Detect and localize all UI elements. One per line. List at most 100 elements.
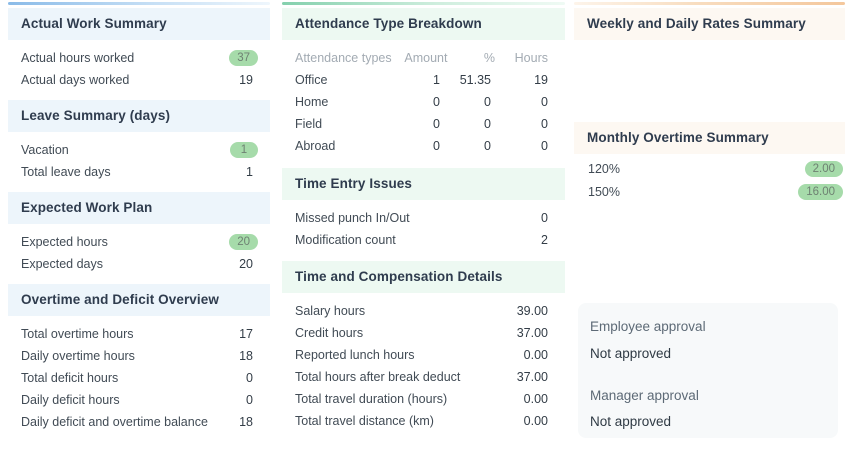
stat-label: Salary hours — [295, 304, 366, 318]
attendance-hours: 0 — [541, 95, 548, 109]
stat-label: 120% — [588, 162, 620, 176]
stat-row: Modification count 2 — [282, 229, 565, 251]
stat-value: 0 — [246, 393, 253, 407]
middle-column: Attendance Type Breakdown Attendance typ… — [282, 0, 565, 432]
stat-label: Total travel distance (km) — [295, 414, 434, 428]
attendance-table-row-field: Field 0 0 0 — [282, 113, 565, 135]
stat-row: Salary hours 39.00 — [282, 300, 565, 322]
stat-row: Total deficit hours 0 — [8, 367, 270, 389]
attendance-amount: 0 — [433, 117, 440, 131]
stat-row: Daily deficit and overtime balance 18 — [8, 411, 270, 433]
overtime-deficit-rows: Total overtime hours 17 Daily overtime h… — [8, 316, 270, 433]
stat-value: 0.00 — [523, 392, 548, 406]
stat-row: Total hours after break deduct 37.00 — [282, 366, 565, 388]
attendance-table-row-home: Home 0 0 0 — [282, 91, 565, 113]
stat-row: Missed punch In/Out 0 — [282, 207, 565, 229]
section-header-actual-work-summary: Actual Work Summary — [8, 8, 270, 40]
section-header-time-entry-issues: Time Entry Issues — [282, 168, 565, 200]
attendance-type: Home — [295, 95, 329, 109]
stat-label: Missed punch In/Out — [295, 211, 410, 225]
stat-label: 150% — [588, 185, 620, 199]
attendance-type: Abroad — [295, 139, 336, 153]
stat-badge: 16.00 — [798, 184, 843, 200]
stat-value: 1 — [246, 165, 253, 179]
stat-label: Expected hours — [21, 235, 108, 249]
stat-label: Total overtime hours — [21, 327, 134, 341]
section-header-overtime-deficit: Overtime and Deficit Overview — [8, 284, 270, 316]
stat-value: 37.00 — [516, 370, 548, 384]
attendance-col-header-hours: Hours — [514, 51, 548, 65]
stat-row: Total leave days 1 — [8, 161, 270, 183]
stat-row: Actual days worked 19 — [8, 69, 270, 91]
stat-row: Expected hours 20 — [8, 231, 270, 253]
stat-label: Actual hours worked — [21, 51, 135, 65]
employee-approval-status: Not approved — [590, 346, 672, 361]
compensation-rows: Salary hours 39.00 Credit hours 37.00 Re… — [282, 293, 565, 432]
time-entry-rows: Missed punch In/Out 0 Modification count… — [282, 200, 565, 261]
right-accent-bar — [574, 2, 845, 5]
stat-value: 0.00 — [523, 348, 548, 362]
section-header-expected-work-plan: Expected Work Plan — [8, 192, 270, 224]
section-header-weekly-daily-rates: Weekly and Daily Rates Summary — [574, 8, 845, 40]
approval-card: Employee approval Not approved Manager a… — [578, 303, 838, 438]
stat-value: 18 — [239, 349, 253, 363]
section-header-monthly-overtime: Monthly Overtime Summary — [574, 122, 845, 154]
stat-row: Total overtime hours 17 — [8, 323, 270, 345]
attendance-amount: 0 — [433, 95, 440, 109]
stat-row: 120% 2.00 — [574, 158, 845, 180]
stat-row: Reported lunch hours 0.00 — [282, 344, 565, 366]
attendance-percent: 0 — [484, 139, 491, 153]
stat-badge: 20 — [229, 234, 258, 250]
expected-work-rows: Expected hours 20 Expected days 20 — [8, 224, 270, 284]
section-header-attendance-breakdown: Attendance Type Breakdown — [282, 8, 565, 40]
left-column: Actual Work Summary Actual hours worked … — [8, 0, 270, 433]
stat-badge: 2.00 — [804, 161, 843, 177]
stat-row: Expected days 20 — [8, 253, 270, 275]
manager-approval-label: Manager approval — [590, 388, 699, 403]
stat-label: Daily overtime hours — [21, 349, 135, 363]
stat-label: Credit hours — [295, 326, 364, 340]
attendance-table: Attendance types Amount % Hours Office 1… — [282, 40, 565, 168]
attendance-table-header-row: Attendance types Amount % Hours — [282, 47, 565, 69]
attendance-col-header-types: Attendance types — [295, 51, 392, 65]
attendance-type: Office — [295, 73, 328, 87]
stat-label: Daily deficit and overtime balance — [21, 415, 208, 429]
section-header-leave-summary: Leave Summary (days) — [8, 100, 270, 132]
stat-label: Total hours after break deduct — [295, 370, 461, 384]
stat-row: Total travel duration (hours) 0.00 — [282, 388, 565, 410]
stat-value: 0 — [541, 211, 548, 225]
leave-summary-rows: Vacation 1 Total leave days 1 — [8, 132, 270, 192]
middle-accent-bar — [282, 2, 565, 5]
stat-label: Total deficit hours — [21, 371, 119, 385]
stat-value: 2 — [541, 233, 548, 247]
attendance-col-header-amount: Amount — [404, 51, 448, 65]
stat-row: Credit hours 37.00 — [282, 322, 565, 344]
attendance-table-row-abroad: Abroad 0 0 0 — [282, 135, 565, 157]
attendance-percent: 0 — [484, 117, 491, 131]
stat-row: 150% 16.00 — [574, 181, 845, 203]
stat-row: Daily deficit hours 0 — [8, 389, 270, 411]
stat-label: Daily deficit hours — [21, 393, 120, 407]
employee-approval-label: Employee approval — [590, 319, 706, 334]
left-accent-bar — [8, 2, 270, 5]
stat-value: 0.00 — [523, 414, 548, 428]
attendance-amount: 1 — [433, 73, 440, 87]
actual-work-rows: Actual hours worked 37 Actual days worke… — [8, 40, 270, 100]
stat-row: Daily overtime hours 18 — [8, 345, 270, 367]
section-header-time-compensation: Time and Compensation Details — [282, 261, 565, 293]
stat-value: 19 — [239, 73, 253, 87]
stat-value: 17 — [239, 327, 253, 341]
right-column: Weekly and Daily Rates Summary Monthly O… — [574, 0, 845, 454]
stat-row: Actual hours worked 37 — [8, 47, 270, 69]
stat-value: 20 — [239, 257, 253, 271]
stat-label: Total leave days — [21, 165, 111, 179]
attendance-hours: 19 — [534, 73, 548, 87]
stat-label: Expected days — [21, 257, 103, 271]
stat-value: 18 — [239, 415, 253, 429]
stat-badge: 37 — [229, 50, 258, 66]
stat-label: Reported lunch hours — [295, 348, 415, 362]
attendance-hours: 0 — [541, 139, 548, 153]
stat-label: Actual days worked — [21, 73, 130, 87]
stat-value: 39.00 — [516, 304, 548, 318]
